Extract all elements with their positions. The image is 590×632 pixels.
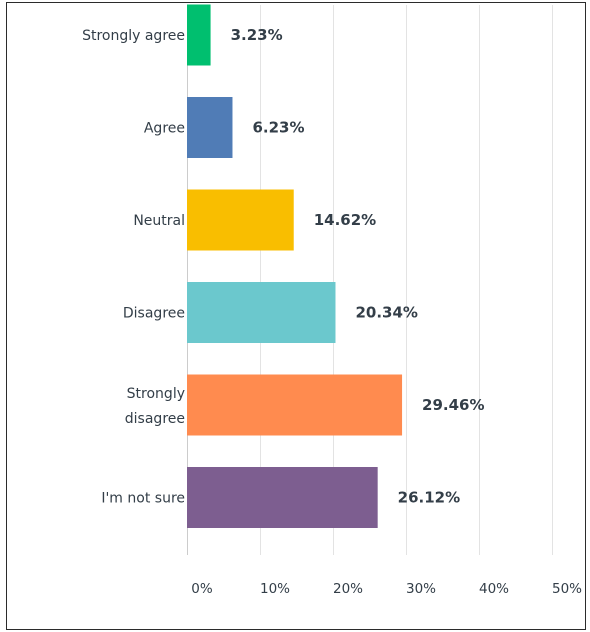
x-tick-label: 20% [333, 581, 363, 597]
data-label: 20.34% [355, 304, 417, 322]
category-label: Agree [144, 121, 185, 137]
category-label: Strongly [127, 386, 185, 402]
category-label: Neutral [133, 213, 185, 229]
data-label: 14.62% [314, 211, 376, 229]
chart-frame: 0% 10% 20% 30% 40% 50% 3.23% Strongly agree 6.23… [6, 2, 586, 630]
x-tick-label: 50% [552, 581, 582, 597]
category-label: Disagree [123, 306, 185, 322]
bar-strongly-disagree [187, 374, 403, 436]
bar-strongly-agree [187, 4, 211, 66]
bar-disagree [187, 282, 336, 343]
bar-chart: 0% 10% 20% 30% 40% 50% 3.23% Strongly agree 6.23… [82, 4, 582, 597]
data-label: 26.12% [398, 489, 460, 507]
data-label: 6.23% [252, 119, 304, 137]
x-tick-label: 40% [479, 581, 509, 597]
x-tick-label: 10% [260, 581, 290, 597]
category-label: I'm not sure [101, 491, 185, 507]
bar-neutral [187, 189, 294, 251]
data-label: 29.46% [422, 396, 484, 414]
category-label: disagree [125, 411, 185, 427]
bar-agree [187, 97, 233, 158]
x-tick-label: 0% [191, 581, 213, 597]
bar-i-m-not-sure [187, 467, 378, 528]
category-label: Strongly agree [82, 28, 185, 44]
data-label: 3.23% [231, 26, 283, 44]
x-tick-label: 30% [406, 581, 436, 597]
